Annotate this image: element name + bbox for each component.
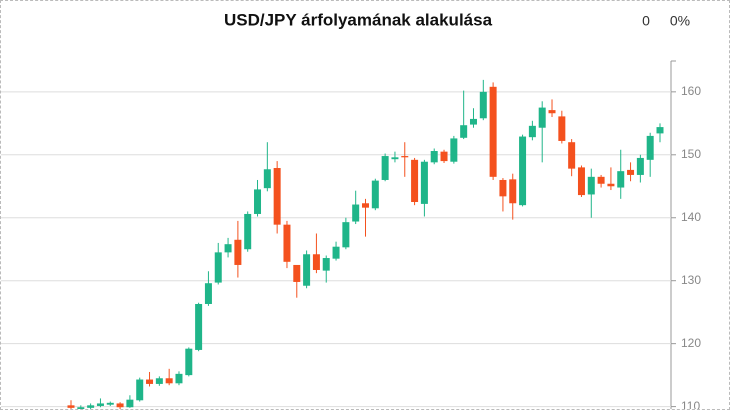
candle-body	[165, 378, 173, 384]
y-tick-label: 130	[681, 273, 701, 287]
candle-body	[568, 142, 576, 169]
candle-body	[597, 176, 605, 184]
candle-body	[450, 138, 458, 162]
y-tick-label: 110	[681, 399, 700, 409]
candle-body	[77, 407, 85, 409]
candle-body	[214, 252, 222, 283]
candle-body	[577, 167, 585, 196]
chart-title: USD/JPY árfolyamának alakulása	[224, 10, 493, 29]
candle-body	[499, 179, 507, 197]
candle-body	[420, 161, 428, 204]
candle-body	[126, 399, 134, 408]
candle-body	[362, 203, 369, 208]
y-tick-label: 120	[681, 336, 701, 350]
candle-body	[587, 176, 595, 195]
candle-body	[332, 246, 340, 259]
candle-body	[528, 125, 536, 138]
candle-body	[371, 180, 379, 209]
candle-body	[224, 244, 232, 253]
candle-body	[136, 379, 144, 401]
candle-body	[636, 157, 644, 175]
candle-body	[96, 403, 104, 406]
header-change: 0%	[670, 13, 690, 29]
candle-body	[411, 159, 419, 203]
candle-body	[234, 239, 242, 265]
candle-body	[293, 264, 301, 282]
candle-body	[548, 110, 556, 114]
candle-body	[627, 169, 635, 175]
candle-body	[116, 403, 124, 408]
candle-body	[244, 213, 252, 250]
candle-body	[519, 136, 527, 206]
candle-body	[175, 373, 183, 384]
candle-body	[391, 157, 399, 160]
candle-body	[312, 254, 320, 270]
candle-body	[303, 254, 311, 286]
y-tick-label: 140	[681, 210, 701, 224]
candle-body	[489, 86, 497, 177]
candle-body	[558, 116, 566, 141]
candle-body	[656, 127, 664, 134]
candle-body	[322, 258, 330, 271]
candle-body	[195, 303, 203, 350]
candle-body	[430, 151, 438, 163]
candle-body	[509, 179, 517, 204]
candle-body	[352, 204, 360, 222]
candle-body	[283, 224, 291, 262]
candle-body	[263, 169, 271, 189]
candle-body	[381, 156, 389, 180]
candle-body	[204, 283, 212, 304]
candle-body	[469, 118, 477, 125]
candle-body	[185, 348, 193, 376]
candle-body	[440, 151, 448, 162]
candle-body	[538, 107, 546, 128]
candle-body	[155, 378, 163, 384]
candle-body	[617, 171, 625, 188]
y-tick-label: 160	[681, 84, 701, 98]
candle-body	[67, 405, 75, 408]
candle-body	[273, 168, 281, 225]
candle-body	[646, 135, 654, 160]
y-tick-label: 150	[681, 147, 701, 161]
candle-body	[607, 183, 615, 187]
candle-body	[87, 405, 95, 408]
candle-body	[146, 379, 154, 384]
candle-body	[342, 222, 350, 248]
candle-body	[460, 125, 468, 138]
candle-body	[401, 156, 409, 158]
candle-body	[479, 91, 487, 119]
candle-body	[106, 402, 114, 405]
header-value: 0	[642, 13, 650, 29]
candle-body	[254, 189, 262, 214]
